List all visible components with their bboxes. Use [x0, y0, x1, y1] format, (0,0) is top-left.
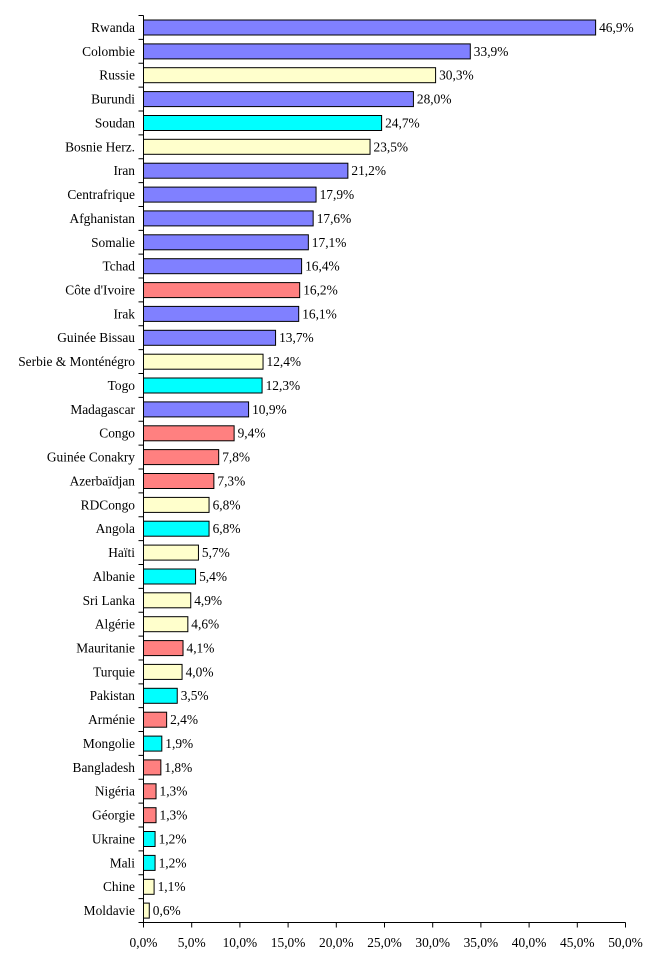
- svg-text:4,1%: 4,1%: [187, 641, 215, 656]
- svg-text:7,8%: 7,8%: [222, 450, 250, 465]
- svg-text:Rwanda: Rwanda: [91, 20, 135, 35]
- svg-text:35,0%: 35,0%: [464, 935, 499, 950]
- svg-text:15,0%: 15,0%: [271, 935, 306, 950]
- svg-text:30,3%: 30,3%: [439, 68, 474, 83]
- svg-text:4,9%: 4,9%: [194, 593, 222, 608]
- svg-text:4,0%: 4,0%: [186, 664, 214, 679]
- svg-text:2,4%: 2,4%: [170, 712, 198, 727]
- svg-text:25,0%: 25,0%: [367, 935, 402, 950]
- svg-text:1,2%: 1,2%: [159, 832, 187, 847]
- svg-text:50,0%: 50,0%: [608, 935, 643, 950]
- svg-text:1,1%: 1,1%: [158, 879, 186, 894]
- svg-text:Azerbaïdjan: Azerbaïdjan: [70, 473, 136, 488]
- svg-text:12,4%: 12,4%: [267, 354, 302, 369]
- svg-text:Géorgie: Géorgie: [92, 808, 135, 823]
- svg-text:5,4%: 5,4%: [199, 569, 227, 584]
- svg-text:Moldavie: Moldavie: [84, 903, 135, 918]
- svg-text:Afghanistan: Afghanistan: [70, 211, 136, 226]
- svg-text:28,0%: 28,0%: [417, 92, 452, 107]
- svg-text:Ukraine: Ukraine: [92, 832, 135, 847]
- svg-text:7,3%: 7,3%: [217, 473, 245, 488]
- svg-text:Iran: Iran: [113, 163, 135, 178]
- svg-text:10,0%: 10,0%: [223, 935, 258, 950]
- svg-text:Madagascar: Madagascar: [70, 402, 135, 417]
- svg-text:13,7%: 13,7%: [279, 330, 314, 345]
- svg-text:21,2%: 21,2%: [351, 163, 386, 178]
- svg-text:12,3%: 12,3%: [266, 378, 301, 393]
- svg-text:Tchad: Tchad: [102, 259, 135, 274]
- svg-text:1,8%: 1,8%: [164, 760, 192, 775]
- svg-text:Pakistan: Pakistan: [90, 688, 136, 703]
- svg-text:Bosnie Herz.: Bosnie Herz.: [65, 139, 135, 154]
- svg-text:30,0%: 30,0%: [415, 935, 450, 950]
- svg-text:Angola: Angola: [96, 521, 135, 536]
- svg-text:Centrafrique: Centrafrique: [67, 187, 135, 202]
- svg-text:Côte d'Ivoire: Côte d'Ivoire: [65, 283, 135, 298]
- svg-text:Soudan: Soudan: [95, 115, 135, 130]
- svg-text:Togo: Togo: [108, 378, 136, 393]
- svg-text:Arménie: Arménie: [88, 712, 135, 727]
- svg-text:Mauritanie: Mauritanie: [76, 641, 135, 656]
- svg-text:20,0%: 20,0%: [319, 935, 354, 950]
- svg-text:6,8%: 6,8%: [213, 497, 241, 512]
- svg-text:23,5%: 23,5%: [374, 139, 409, 154]
- svg-text:33,9%: 33,9%: [474, 44, 509, 59]
- svg-text:17,6%: 17,6%: [317, 211, 352, 226]
- svg-text:Somalie: Somalie: [91, 235, 135, 250]
- svg-text:Colombie: Colombie: [82, 44, 135, 59]
- svg-text:Nigéria: Nigéria: [95, 784, 135, 799]
- svg-text:3,5%: 3,5%: [181, 688, 209, 703]
- svg-text:16,2%: 16,2%: [303, 283, 338, 298]
- svg-text:Chine: Chine: [103, 879, 135, 894]
- svg-text:9,4%: 9,4%: [238, 426, 266, 441]
- svg-text:Haïti: Haïti: [108, 545, 135, 560]
- svg-text:RDCongo: RDCongo: [81, 497, 136, 512]
- svg-text:16,1%: 16,1%: [302, 306, 337, 321]
- svg-text:Guinée Conakry: Guinée Conakry: [47, 450, 135, 465]
- svg-text:Sri Lanka: Sri Lanka: [83, 593, 135, 608]
- svg-text:45,0%: 45,0%: [560, 935, 595, 950]
- svg-text:Mali: Mali: [110, 855, 136, 870]
- svg-text:46,9%: 46,9%: [599, 20, 634, 35]
- svg-text:17,9%: 17,9%: [320, 187, 355, 202]
- svg-text:5,7%: 5,7%: [202, 545, 230, 560]
- svg-text:0,6%: 0,6%: [153, 903, 181, 918]
- svg-text:4,6%: 4,6%: [191, 617, 219, 632]
- svg-text:40,0%: 40,0%: [512, 935, 547, 950]
- svg-text:17,1%: 17,1%: [312, 235, 347, 250]
- svg-text:Serbie & Monténégro: Serbie & Monténégro: [18, 354, 135, 369]
- svg-text:Bangladesh: Bangladesh: [73, 760, 136, 775]
- svg-text:6,8%: 6,8%: [213, 521, 241, 536]
- svg-text:Mongolie: Mongolie: [83, 736, 135, 751]
- svg-text:1,9%: 1,9%: [165, 736, 193, 751]
- svg-text:Congo: Congo: [99, 426, 135, 441]
- svg-text:Algérie: Algérie: [95, 617, 135, 632]
- svg-text:24,7%: 24,7%: [385, 115, 420, 130]
- svg-text:Turquie: Turquie: [93, 664, 135, 679]
- svg-text:10,9%: 10,9%: [252, 402, 287, 417]
- svg-text:Guinée Bissau: Guinée Bissau: [57, 330, 135, 345]
- svg-text:1,2%: 1,2%: [159, 855, 187, 870]
- svg-text:Albanie: Albanie: [93, 569, 135, 584]
- svg-text:0,0%: 0,0%: [130, 935, 158, 950]
- svg-text:Russie: Russie: [99, 68, 135, 83]
- svg-text:Irak: Irak: [113, 306, 135, 321]
- svg-text:5,0%: 5,0%: [178, 935, 206, 950]
- svg-text:1,3%: 1,3%: [160, 784, 188, 799]
- svg-text:1,3%: 1,3%: [160, 808, 188, 823]
- svg-text:16,4%: 16,4%: [305, 259, 340, 274]
- svg-text:Burundi: Burundi: [91, 92, 135, 107]
